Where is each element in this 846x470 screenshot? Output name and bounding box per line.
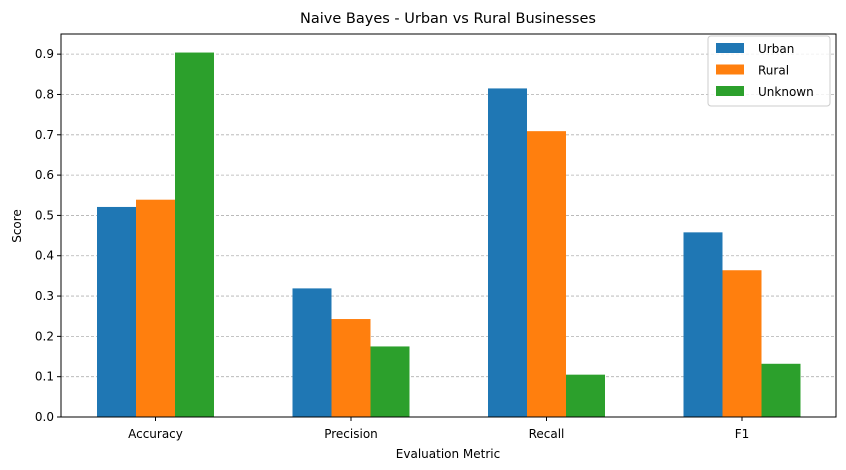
x-axis-label: Evaluation Metric xyxy=(396,447,500,461)
legend-label-rural: Rural xyxy=(758,64,789,78)
x-tick-label: Precision xyxy=(324,427,378,441)
x-tick-label: F1 xyxy=(735,427,750,441)
bar-urban-f1 xyxy=(683,232,723,417)
plot-frame xyxy=(60,33,837,418)
bar-rural-f1 xyxy=(722,270,762,417)
y-tick-label: 0.1 xyxy=(35,370,54,384)
y-axis: 0.0 0.1 0.2 0.3 0.4 0.5 0.6 0.7 0.8 0.9 xyxy=(35,47,61,424)
bars xyxy=(97,52,801,418)
bar-unknown-precision xyxy=(370,346,410,417)
bar-unknown-f1 xyxy=(761,363,801,417)
y-tick-label: 0.8 xyxy=(35,87,54,101)
bar-urban-precision xyxy=(292,288,332,417)
x-tick-label: Accuracy xyxy=(128,427,183,441)
x-tick-label: Recall xyxy=(529,427,565,441)
bar-rural-recall xyxy=(527,131,566,417)
bar-rural-precision xyxy=(331,319,371,417)
x-axis: Accuracy Precision Recall F1 xyxy=(128,417,749,441)
y-tick-label: 0.3 xyxy=(35,289,54,303)
legend-label-urban: Urban xyxy=(758,42,794,56)
bar-unknown-recall xyxy=(566,374,605,417)
y-tick-label: 0.7 xyxy=(35,128,54,142)
y-axis-label: Score xyxy=(10,209,24,243)
y-tick-label: 0.4 xyxy=(35,249,54,263)
legend: Urban Rural Unknown xyxy=(707,35,831,107)
y-tick-label: 0.0 xyxy=(35,410,54,424)
chart-title: Naive Bayes - Urban vs Rural Businesses xyxy=(300,11,596,27)
bar-urban-accuracy xyxy=(97,206,136,417)
y-tick-label: 0.9 xyxy=(35,47,54,61)
y-tick-label: 0.2 xyxy=(35,329,54,343)
legend-label-unknown: Unknown xyxy=(758,85,814,99)
y-tick-label: 0.5 xyxy=(35,208,54,222)
bar-rural-accuracy xyxy=(136,199,175,417)
bar-unknown-accuracy xyxy=(175,52,214,418)
y-tick-label: 0.6 xyxy=(35,168,54,182)
legend-swatch-rural xyxy=(716,64,744,75)
bar-urban-recall xyxy=(488,88,527,417)
legend-swatch-unknown xyxy=(716,86,744,96)
legend-swatch-urban xyxy=(716,43,744,53)
